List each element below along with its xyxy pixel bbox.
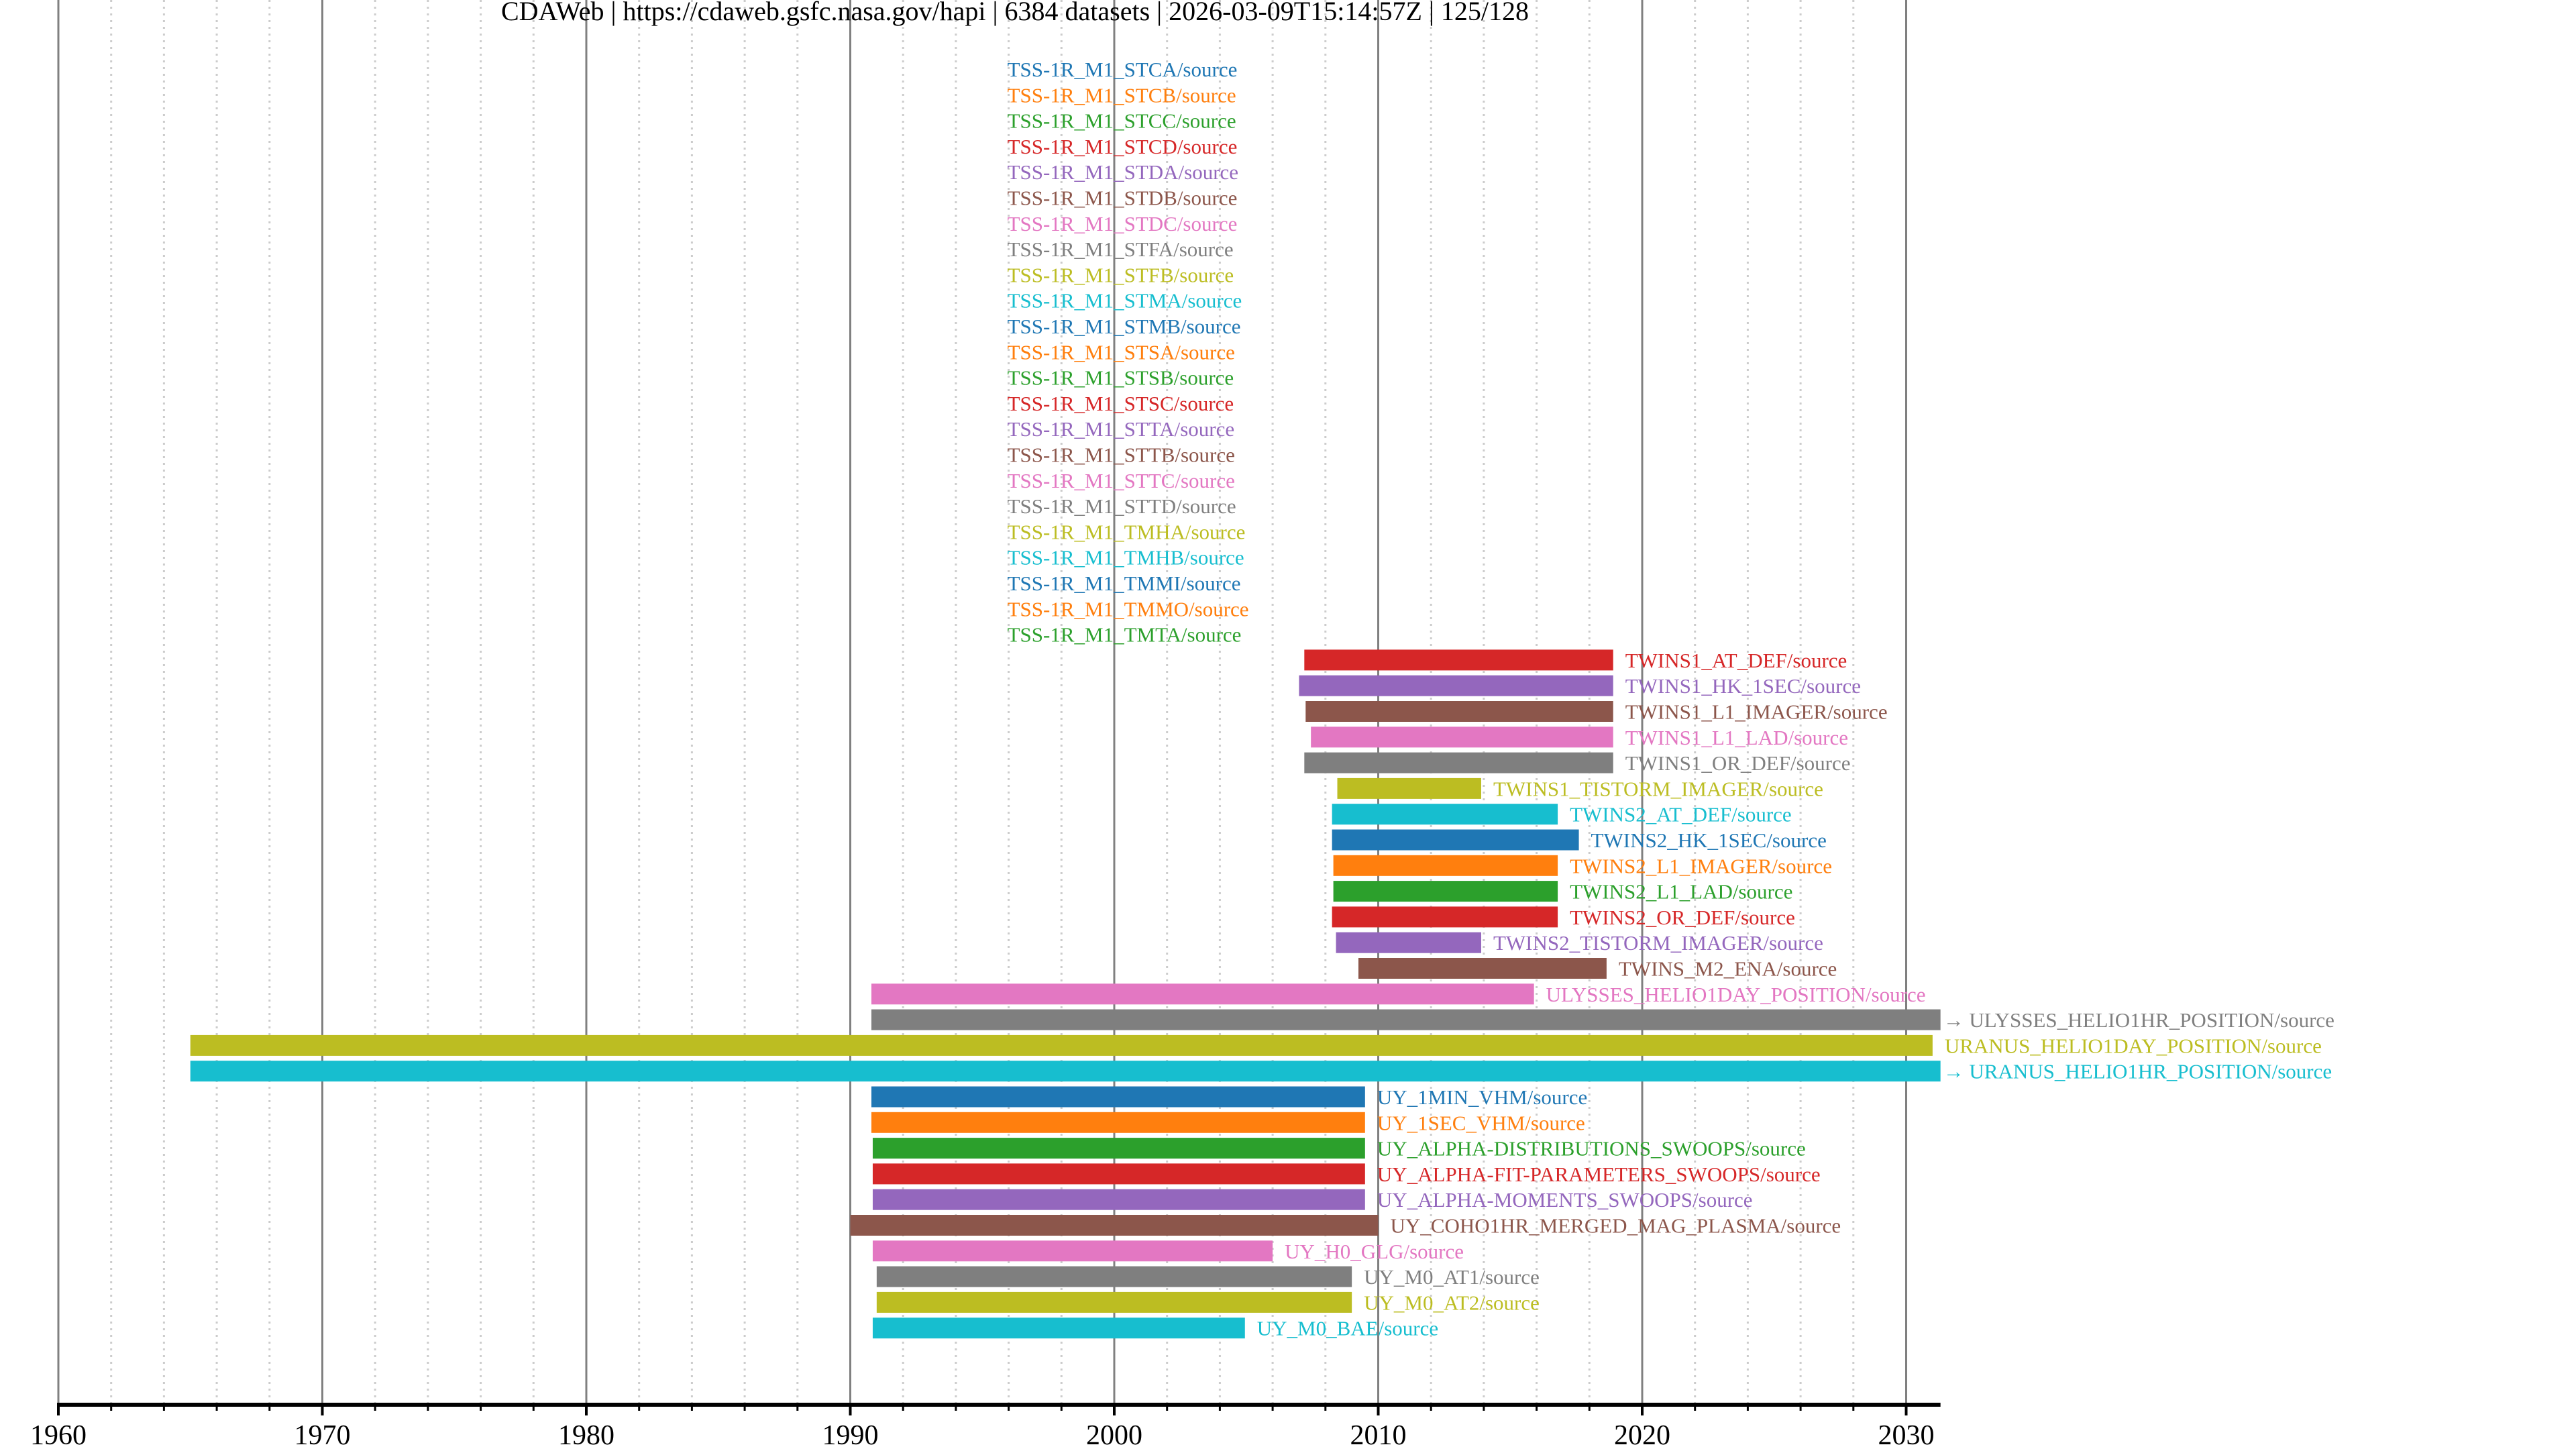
x-tick-label: 2020 — [1614, 1420, 1670, 1449]
dataset-label: UY_M0_BAE/source — [1257, 1317, 1438, 1340]
dataset-bar — [871, 1112, 1365, 1133]
dataset-label: → ULYSSES_HELIO1HR_POSITION/source — [1943, 1008, 2334, 1032]
dataset-label: → URANUS_HELIO1HR_POSITION/source — [1943, 1060, 2332, 1083]
dataset-bar — [871, 1086, 1365, 1108]
dataset-label: TSS-1R_M1_STFA/source — [1008, 237, 1234, 261]
dataset-label: TSS-1R_M1_TMTA/source — [1008, 623, 1242, 647]
dataset-label: TWINS2_HK_1SEC/source — [1591, 828, 1827, 852]
dataset-bar — [872, 1318, 1245, 1339]
dataset-label: UY_M0_AT1/source — [1364, 1265, 1540, 1289]
dataset-label: UY_ALPHA-DISTRIBUTIONS_SWOOPS/source — [1377, 1137, 1806, 1161]
dataset-label: TWINS2_L1_IMAGER/source — [1570, 854, 1832, 877]
dataset-bar — [1333, 855, 1558, 876]
dataset-bar — [1332, 906, 1558, 928]
dataset-label: UY_H0_GLG/source — [1285, 1240, 1464, 1263]
dataset-label: TSS-1R_M1_STMB/source — [1008, 315, 1241, 338]
dataset-label: TWINS2_L1_LAD/source — [1570, 880, 1792, 904]
x-tick-label: 1990 — [822, 1420, 879, 1449]
dataset-label: TSS-1R_M1_STMA/source — [1008, 289, 1242, 313]
dataset-label: ULYSSES_HELIO1DAY_POSITION/source — [1546, 983, 1926, 1006]
dataset-label: URANUS_HELIO1DAY_POSITION/source — [1945, 1034, 2322, 1057]
dataset-label: TWINS1_HK_1SEC/source — [1625, 674, 1861, 698]
dataset-bar — [871, 1009, 1941, 1030]
dataset-bar — [876, 1266, 1352, 1287]
dataset-label: UY_1SEC_VHM/source — [1377, 1111, 1585, 1134]
dataset-bar — [1358, 958, 1607, 979]
dataset-bar — [872, 1163, 1365, 1185]
dataset-label: TSS-1R_M1_TMMI/source — [1008, 572, 1241, 595]
dataset-label: TWINS2_OR_DEF/source — [1570, 906, 1795, 929]
dataset-bar — [1332, 804, 1558, 825]
dataset-label: TSS-1R_M1_TMHB/source — [1008, 546, 1244, 570]
dataset-label: TWINS2_TISTORM_IMAGER/source — [1493, 931, 1823, 955]
dataset-bar — [1332, 829, 1579, 851]
dataset-bar — [190, 1061, 1941, 1082]
dataset-label: UY_1MIN_VHM/source — [1377, 1085, 1587, 1109]
dataset-label: TSS-1R_M1_STDA/source — [1008, 160, 1238, 184]
dataset-label: TSS-1R_M1_STCD/source — [1008, 135, 1238, 158]
dataset-bar — [1333, 881, 1558, 902]
x-axis: 1960 1970 1980 1990 2000 2010 2020 2030 — [30, 1403, 1941, 1449]
x-axis-tick-labels: 1960 1970 1980 1990 2000 2010 2020 2030 — [30, 1420, 1935, 1449]
dataset-label: UY_ALPHA-FIT-PARAMETERS_SWOOPS/source — [1377, 1163, 1821, 1186]
dataset-bar — [1305, 701, 1613, 722]
dataset-bar — [1336, 932, 1481, 953]
dataset-label: TSS-1R_M1_STSB/source — [1008, 366, 1234, 390]
dataset-bar — [1311, 727, 1613, 748]
dataset-bar — [872, 1189, 1365, 1210]
dataset-label: TSS-1R_M1_STSC/source — [1008, 392, 1234, 415]
dataset-label: TSS-1R_M1_STCB/source — [1008, 83, 1236, 107]
dataset-label: TSS-1R_M1_STCA/source — [1008, 58, 1238, 81]
dataset-bar — [1337, 777, 1481, 799]
x-axis-ticks — [57, 1405, 1908, 1415]
dataset-label: TSS-1R_M1_STDB/source — [1008, 186, 1238, 210]
dataset-label: TWINS2_AT_DEF/source — [1570, 803, 1792, 826]
dataset-label: TSS-1R_M1_TMHA/source — [1008, 520, 1246, 543]
dataset-label: TSS-1R_M1_STCC/source — [1008, 109, 1236, 133]
dataset-label: TWINS1_AT_DEF/source — [1625, 649, 1847, 672]
dataset-bar — [872, 1138, 1365, 1159]
x-tick-label: 1980 — [558, 1420, 614, 1449]
dataset-bar — [190, 1034, 1933, 1056]
dataset-label: UY_ALPHA-MOMENTS_SWOOPS/source — [1377, 1188, 1753, 1212]
dataset-label: UY_COHO1HR_MERGED_MAG_PLASMA/source — [1391, 1214, 1841, 1238]
dataset-label: TSS-1R_M1_STTA/source — [1008, 417, 1235, 441]
dataset-label: TWINS1_OR_DEF/source — [1625, 751, 1851, 775]
dataset-bar — [850, 1215, 1379, 1236]
x-tick-label: 2000 — [1086, 1420, 1142, 1449]
dataset-label: TSS-1R_M1_TMMO/source — [1008, 597, 1249, 621]
dataset-bar — [871, 983, 1534, 1005]
dataset-label: TSS-1R_M1_STTC/source — [1008, 469, 1235, 492]
x-tick-label: 2010 — [1350, 1420, 1407, 1449]
dataset-bar — [1304, 649, 1613, 671]
dataset-label: TWINS1_L1_LAD/source — [1625, 726, 1848, 749]
dataset-label: UY_M0_AT2/source — [1364, 1291, 1540, 1314]
dataset-bar — [1299, 675, 1613, 696]
dataset-bars — [190, 649, 1941, 1339]
dataset-label: TSS-1R_M1_STFB/source — [1008, 263, 1234, 286]
dataset-label: TWINS1_L1_IMAGER/source — [1625, 700, 1888, 724]
dataset-label: TSS-1R_M1_STTD/source — [1008, 494, 1236, 518]
dataset-label: TSS-1R_M1_STTB/source — [1008, 443, 1235, 467]
x-tick-label: 1960 — [30, 1420, 87, 1449]
dataset-bar — [876, 1291, 1352, 1313]
dataset-bar — [872, 1240, 1273, 1262]
dataset-label: TWINS_M2_ENA/source — [1619, 957, 1837, 981]
x-tick-label: 1970 — [294, 1420, 351, 1449]
dataset-label: TSS-1R_M1_STDC/source — [1008, 212, 1238, 235]
dataset-labels: TSS-1R_M1_STCA/sourceTSS-1R_M1_STCB/sour… — [1008, 58, 2334, 1340]
x-tick-label: 2030 — [1878, 1420, 1935, 1449]
dataset-bar — [1304, 752, 1613, 773]
chart-title: CDAWeb | https://cdaweb.gsfc.nasa.gov/ha… — [501, 0, 1529, 26]
dataset-label: TSS-1R_M1_STSA/source — [1008, 340, 1235, 364]
dataset-label: TWINS1_TISTORM_IMAGER/source — [1493, 777, 1823, 800]
